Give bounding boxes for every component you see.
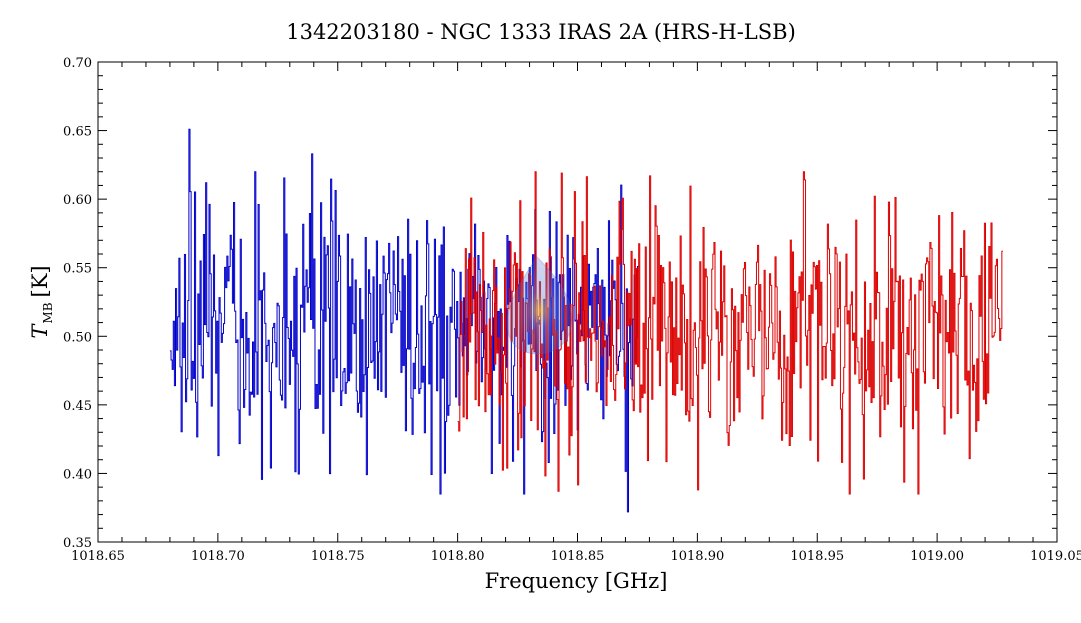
x-axis-label: Frequency [GHz]	[485, 569, 668, 593]
y-tick-label: 0.45	[63, 399, 92, 414]
x-tick-label: 1018.70	[191, 549, 245, 564]
y-axis-label: TMB [K]	[28, 265, 55, 338]
y-tick-label: 0.40	[63, 467, 92, 482]
y-axis-label-subscript: MB	[41, 302, 55, 323]
x-tick-label: 1018.65	[71, 549, 125, 564]
x-tick-label: 1018.95	[790, 549, 844, 564]
y-tick-label: 0.55	[63, 262, 92, 277]
chart-title: 1342203180 - NGC 1333 IRAS 2A (HRS-H-LSB…	[286, 20, 796, 44]
x-tick-label: 1018.75	[311, 549, 365, 564]
x-tick-label: 1018.80	[431, 549, 485, 564]
watermark-logo	[506, 256, 573, 355]
x-tick-label: 1019.00	[910, 549, 964, 564]
y-tick-label: 0.35	[63, 536, 92, 551]
y-tick-label: 0.70	[63, 56, 92, 71]
y-axis-label-unit: [K]	[28, 265, 52, 297]
y-tick-label: 0.65	[63, 125, 92, 140]
x-tick-label: 1018.90	[670, 549, 724, 564]
axis-layer: 1018.65 1018.70 1018.75 1018.80 1018.85 1018.…	[63, 56, 1081, 564]
y-axis-label-symbol: T	[28, 323, 52, 339]
x-tick-label: 1018.85	[551, 549, 605, 564]
y-tick-label: 0.60	[63, 193, 92, 208]
svg-text:TMB[K]: TMB [K]	[28, 265, 55, 338]
y-tick-label: 0.50	[63, 330, 92, 345]
series-layer	[169, 128, 1003, 513]
x-tick-label: 1019.05	[1030, 549, 1081, 564]
